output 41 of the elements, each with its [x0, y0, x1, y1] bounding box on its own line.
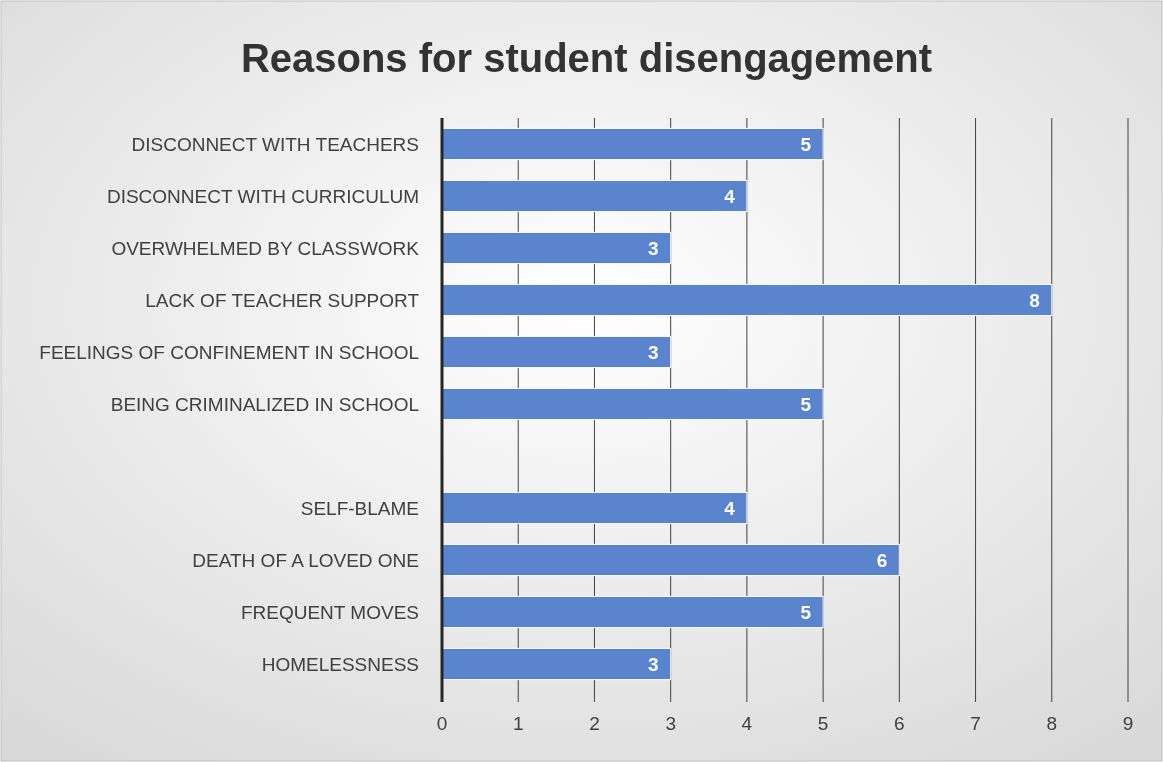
- x-tick-label: 9: [1122, 713, 1134, 734]
- data-label: 5: [800, 393, 812, 415]
- x-tick-label: 1: [512, 713, 524, 734]
- bar: [441, 231, 672, 265]
- x-tick-label: 2: [589, 713, 600, 734]
- x-tick-label: 6: [894, 713, 905, 734]
- y-tick-label: DEATH OF A LOVED ONE: [192, 549, 419, 571]
- y-tick-label: DISCONNECT WITH CURRICULUM: [106, 185, 419, 207]
- data-label: 6: [876, 549, 888, 571]
- x-tick-label: 8: [1046, 713, 1058, 734]
- data-label: 4: [724, 497, 736, 519]
- chart-title: Reasons for student disengagement: [240, 36, 933, 80]
- y-tick-label: LACK OF TEACHER SUPPORT: [145, 289, 420, 311]
- bar: [441, 283, 1053, 317]
- bar: [441, 387, 824, 421]
- bar: [441, 179, 748, 213]
- x-tick-label: 3: [665, 713, 676, 734]
- y-tick-label: SELF-BLAME: [300, 497, 419, 519]
- data-label: 5: [800, 133, 812, 155]
- data-label: 3: [648, 653, 659, 675]
- bar: [441, 543, 900, 577]
- data-label: 5: [800, 601, 812, 623]
- bar: [441, 647, 672, 681]
- bar: [441, 127, 824, 161]
- x-tick-label: 5: [817, 713, 829, 734]
- y-tick-label: BEING CRIMINALIZED IN SCHOOL: [110, 393, 419, 415]
- x-tick-label: 4: [741, 713, 753, 734]
- y-tick-label: FREQUENT MOVES: [240, 601, 419, 623]
- bar: [441, 335, 672, 369]
- x-tick-label: 7: [970, 713, 981, 734]
- data-label: 8: [1029, 289, 1040, 311]
- bar: [441, 491, 748, 525]
- y-tick-label: DISCONNECT WITH TEACHERS: [131, 133, 419, 155]
- data-label: 4: [724, 185, 736, 207]
- bar: [441, 595, 824, 629]
- y-tick-label: FEELINGS OF CONFINEMENT IN SCHOOL: [39, 341, 419, 363]
- y-tick-label: OVERWHELMED BY CLASSWORK: [111, 237, 420, 259]
- x-tick-label: 0: [436, 713, 448, 734]
- data-label: 3: [648, 237, 659, 259]
- y-tick-label: HOMELESSNESS: [261, 653, 419, 675]
- data-label: 3: [648, 341, 659, 363]
